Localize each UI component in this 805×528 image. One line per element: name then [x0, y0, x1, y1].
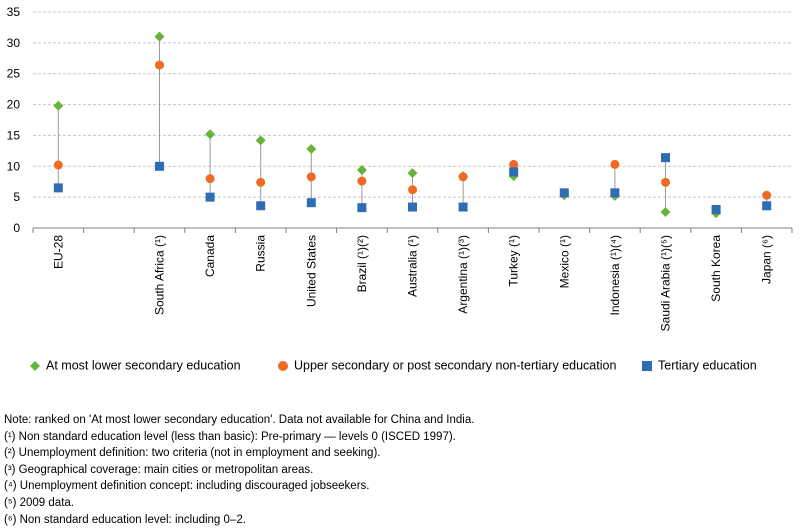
- x-category-label: EU-28: [51, 235, 65, 269]
- y-tick-label: 25: [7, 67, 21, 81]
- x-category-label: Argentina (¹)(³): [456, 235, 470, 314]
- x-category-label: Mexico (¹): [557, 235, 571, 288]
- square-marker-icon: [642, 360, 652, 371]
- point-upper-secondary: [610, 159, 620, 169]
- x-category-label: Indonesia (¹)(⁴): [608, 235, 622, 316]
- legend-item-tertiary: Tertiary education: [642, 358, 757, 373]
- point-lower-secondary: [660, 206, 671, 217]
- legend: At most lower secondary education Upper …: [30, 358, 800, 378]
- point-upper-secondary: [458, 172, 468, 182]
- y-tick-label: 30: [7, 36, 21, 50]
- x-category-label: Turkey (¹): [507, 235, 521, 287]
- x-category-label: Australia (¹): [406, 235, 420, 297]
- point-tertiary: [762, 201, 772, 211]
- point-upper-secondary: [408, 185, 417, 195]
- point-upper-secondary: [509, 159, 519, 169]
- point-lower-secondary: [205, 129, 216, 140]
- chart: 0 5 10 15 20 25 30 35 EU-28 South Africa (¹) Cana…: [7, 5, 793, 332]
- x-category-label: Russia: [254, 235, 268, 272]
- y-tick-label: 10: [7, 159, 21, 173]
- point-upper-secondary: [357, 176, 367, 186]
- point-upper-secondary: [256, 177, 266, 187]
- point-upper-secondary: [661, 177, 670, 187]
- point-lower-secondary: [306, 144, 317, 155]
- note-line: (¹) Non standard education level (less t…: [4, 430, 456, 443]
- y-tick-label: 35: [7, 5, 21, 19]
- x-axis: [32, 227, 793, 233]
- note-line: (⁴) Unemployment definition concept: inc…: [4, 480, 370, 493]
- point-upper-secondary: [155, 60, 164, 70]
- point-tertiary: [559, 188, 569, 198]
- x-category-label: Canada: [203, 235, 217, 277]
- point-tertiary: [661, 153, 670, 163]
- x-category-label: Brazil (¹)(²): [355, 235, 369, 292]
- point-upper-secondary: [205, 174, 215, 184]
- note-line: (⁶) Non standard education level: includ…: [4, 513, 246, 526]
- y-axis-tick-labels: 0 5 10 15 20 25 30 35: [7, 5, 21, 235]
- y-tick-label: 20: [7, 98, 21, 112]
- y-tick-label: 0: [13, 221, 20, 235]
- data-markers: [53, 31, 772, 219]
- point-tertiary: [256, 201, 266, 211]
- legend-item-lower-secondary: At most lower secondary education: [30, 358, 241, 373]
- note-line: (²) Unemployment definition: two criteri…: [4, 447, 381, 460]
- y-tick-label: 15: [7, 128, 21, 142]
- circle-marker-icon: [278, 360, 288, 371]
- x-axis-category-labels: EU-28 South Africa (¹) Canada Russia United …: [51, 235, 773, 332]
- legend-label: At most lower secondary education: [46, 358, 241, 373]
- point-tertiary: [53, 183, 63, 193]
- legend-label: Upper secondary or post secondary non-te…: [294, 358, 617, 373]
- footnotes: Note: ranked on 'At most lower secondary…: [4, 412, 799, 528]
- point-lower-secondary: [154, 31, 165, 42]
- point-tertiary: [205, 192, 215, 202]
- point-tertiary: [509, 167, 519, 177]
- x-category-label: South Africa (¹): [153, 235, 167, 315]
- x-category-label: Saudi Arabia (¹)(⁵): [659, 235, 673, 331]
- point-tertiary: [458, 202, 468, 212]
- point-upper-secondary: [53, 160, 63, 170]
- note-line: (³) Geographical coverage: main cities o…: [4, 463, 314, 476]
- point-upper-secondary: [306, 172, 316, 182]
- point-lower-secondary: [407, 168, 418, 179]
- note-line: Note: ranked on 'At most lower secondary…: [4, 414, 475, 426]
- x-category-label: Japan (⁶): [760, 235, 774, 284]
- point-tertiary: [306, 198, 316, 208]
- point-lower-secondary: [356, 164, 367, 175]
- point-tertiary: [357, 203, 367, 213]
- legend-item-upper-secondary: Upper secondary or post secondary non-te…: [278, 358, 616, 373]
- point-lower-secondary: [53, 100, 64, 111]
- x-category-label: United States: [304, 235, 318, 307]
- point-upper-secondary: [762, 190, 772, 200]
- point-tertiary: [711, 204, 721, 214]
- y-tick-label: 5: [13, 190, 20, 204]
- diamond-marker-icon: [30, 360, 40, 371]
- point-tertiary: [610, 188, 620, 198]
- legend-label: Tertiary education: [658, 358, 757, 373]
- point-tertiary: [408, 202, 417, 212]
- note-line: (⁵) 2009 data.: [4, 496, 74, 509]
- point-lower-secondary: [255, 135, 266, 146]
- x-category-label: South Korea: [709, 235, 723, 302]
- point-tertiary: [155, 161, 164, 171]
